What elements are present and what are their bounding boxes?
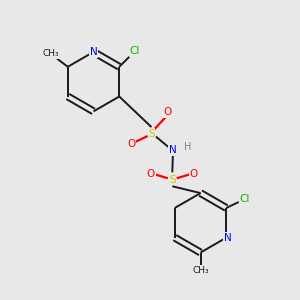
Text: O: O bbox=[127, 139, 135, 149]
Text: Cl: Cl bbox=[239, 194, 250, 204]
Text: O: O bbox=[164, 107, 172, 117]
Text: O: O bbox=[147, 169, 155, 179]
Text: CH₃: CH₃ bbox=[192, 266, 209, 275]
Text: O: O bbox=[190, 169, 198, 179]
Text: N: N bbox=[169, 145, 177, 155]
Text: H: H bbox=[184, 142, 191, 152]
Text: S: S bbox=[169, 175, 175, 185]
Text: S: S bbox=[148, 129, 155, 139]
Text: N: N bbox=[224, 233, 232, 243]
Text: Cl: Cl bbox=[130, 46, 140, 56]
Text: N: N bbox=[90, 47, 98, 57]
Text: CH₃: CH₃ bbox=[43, 50, 59, 58]
